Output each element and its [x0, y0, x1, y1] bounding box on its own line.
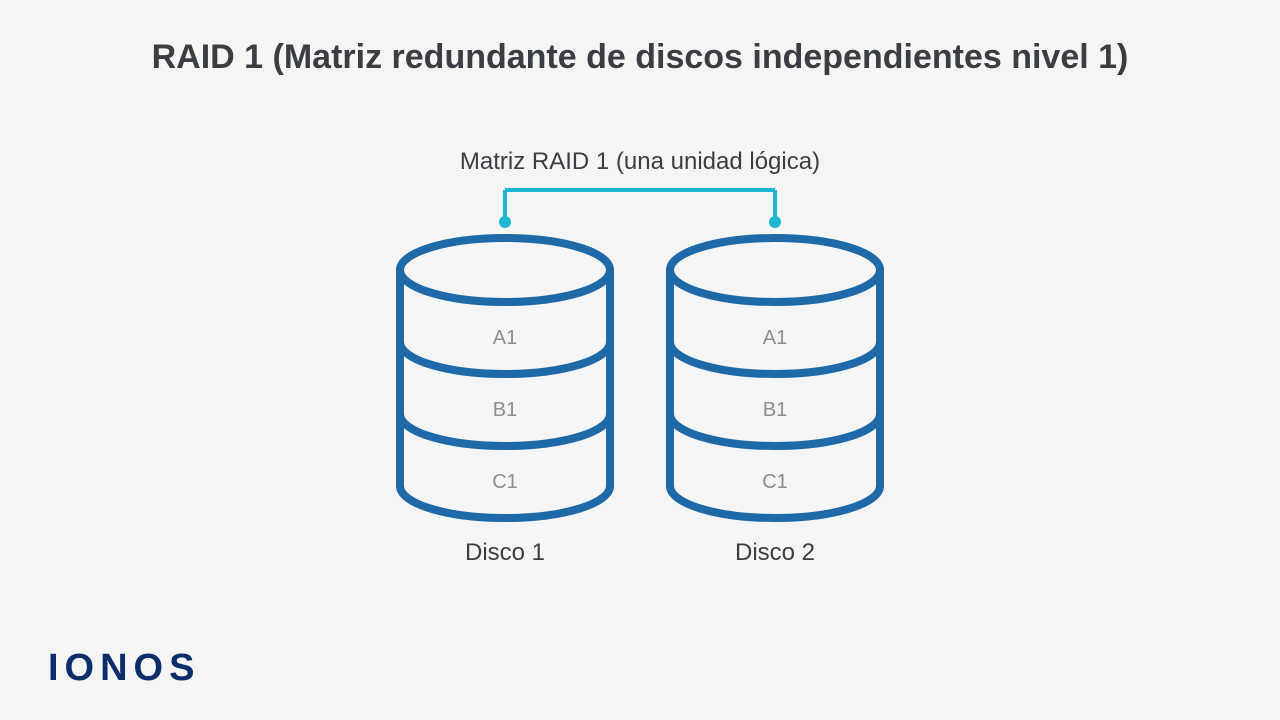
raid-svg: A1 B1 C1 Disco 1 A1 B1 C1 Disco 2 — [290, 180, 990, 620]
disk-1: A1 B1 C1 Disco 1 — [400, 238, 610, 566]
disk-caption: Disco 2 — [735, 539, 815, 566]
block-label: B1 — [763, 399, 787, 421]
matrix-label: Matriz RAID 1 (una unidad lógica) — [0, 148, 1280, 176]
disk-2: A1 B1 C1 Disco 2 — [670, 238, 880, 566]
block-label: B1 — [493, 399, 517, 421]
disk-caption: Disco 1 — [465, 539, 545, 566]
block-label: C1 — [492, 471, 518, 493]
block-label: A1 — [493, 327, 517, 349]
page-title: RAID 1 (Matriz redundante de discos inde… — [0, 38, 1280, 77]
block-label: A1 — [763, 327, 787, 349]
block-label: C1 — [762, 471, 788, 493]
raid-diagram: A1 B1 C1 Disco 1 A1 B1 C1 Disco 2 — [0, 180, 1280, 620]
brand-logo: IONOS — [48, 647, 200, 690]
